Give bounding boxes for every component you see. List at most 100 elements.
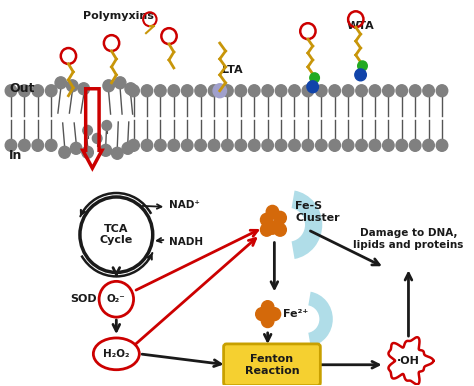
Circle shape xyxy=(396,85,408,97)
Circle shape xyxy=(122,142,134,154)
Circle shape xyxy=(222,85,233,97)
Circle shape xyxy=(268,308,281,321)
Circle shape xyxy=(46,139,57,151)
Circle shape xyxy=(195,139,206,151)
Circle shape xyxy=(70,142,82,154)
Circle shape xyxy=(155,85,166,97)
Circle shape xyxy=(141,85,153,97)
Circle shape xyxy=(289,139,300,151)
Circle shape xyxy=(383,139,394,151)
Circle shape xyxy=(356,85,367,97)
Circle shape xyxy=(307,81,319,93)
Circle shape xyxy=(355,69,366,81)
Text: Fe-S
Cluster: Fe-S Cluster xyxy=(295,201,340,223)
Circle shape xyxy=(100,144,111,156)
Circle shape xyxy=(32,139,44,151)
Text: In: In xyxy=(9,149,22,162)
Circle shape xyxy=(410,139,421,151)
Circle shape xyxy=(182,139,193,151)
Text: Fe²⁺: Fe²⁺ xyxy=(283,309,308,319)
Circle shape xyxy=(423,139,434,151)
Circle shape xyxy=(262,301,274,314)
Text: LTA: LTA xyxy=(222,65,242,75)
Circle shape xyxy=(329,139,340,151)
Circle shape xyxy=(358,61,367,71)
Text: NADH: NADH xyxy=(169,237,203,247)
Circle shape xyxy=(248,139,260,151)
Circle shape xyxy=(32,85,44,97)
Circle shape xyxy=(329,85,340,97)
Circle shape xyxy=(316,85,327,97)
Circle shape xyxy=(436,85,448,97)
Wedge shape xyxy=(308,292,333,347)
Circle shape xyxy=(369,85,381,97)
Circle shape xyxy=(275,139,287,151)
Circle shape xyxy=(274,223,286,236)
Circle shape xyxy=(5,85,17,97)
Circle shape xyxy=(102,120,111,130)
Circle shape xyxy=(383,85,394,97)
Circle shape xyxy=(316,139,327,151)
Circle shape xyxy=(168,85,180,97)
Circle shape xyxy=(289,85,300,97)
Circle shape xyxy=(5,139,17,151)
Circle shape xyxy=(125,83,137,95)
Circle shape xyxy=(356,139,367,151)
Circle shape xyxy=(141,139,153,151)
Circle shape xyxy=(261,213,273,226)
Circle shape xyxy=(261,223,273,236)
Circle shape xyxy=(369,139,381,151)
Circle shape xyxy=(222,139,233,151)
Text: O₂⁻: O₂⁻ xyxy=(107,294,126,304)
Circle shape xyxy=(155,139,166,151)
Text: Polymyxins: Polymyxins xyxy=(83,11,154,21)
Circle shape xyxy=(182,85,193,97)
Circle shape xyxy=(114,77,126,89)
Circle shape xyxy=(396,139,408,151)
Circle shape xyxy=(82,146,93,158)
Text: NAD⁺: NAD⁺ xyxy=(169,200,200,210)
Circle shape xyxy=(83,125,92,135)
Circle shape xyxy=(274,212,286,224)
Circle shape xyxy=(262,139,273,151)
Circle shape xyxy=(18,139,30,151)
Circle shape xyxy=(342,139,354,151)
Circle shape xyxy=(262,85,273,97)
Circle shape xyxy=(103,80,114,92)
Circle shape xyxy=(78,83,90,95)
Text: ·OH: ·OH xyxy=(397,356,420,366)
Circle shape xyxy=(128,85,139,97)
Text: Out: Out xyxy=(9,82,35,95)
Text: TCA
Cycle: TCA Cycle xyxy=(100,224,133,245)
Circle shape xyxy=(46,85,57,97)
Wedge shape xyxy=(292,191,322,259)
Circle shape xyxy=(423,85,434,97)
Circle shape xyxy=(208,85,220,97)
Circle shape xyxy=(410,85,421,97)
Circle shape xyxy=(275,85,287,97)
Circle shape xyxy=(248,85,260,97)
Circle shape xyxy=(255,308,268,321)
Circle shape xyxy=(302,85,314,97)
Circle shape xyxy=(266,221,279,234)
Circle shape xyxy=(262,315,274,328)
Circle shape xyxy=(342,85,354,97)
Circle shape xyxy=(59,146,70,158)
Circle shape xyxy=(266,205,279,218)
Text: Damage to DNA,
lipids and proteins: Damage to DNA, lipids and proteins xyxy=(353,228,464,250)
Circle shape xyxy=(436,139,448,151)
Circle shape xyxy=(213,84,227,98)
Circle shape xyxy=(195,85,206,97)
FancyBboxPatch shape xyxy=(224,344,320,386)
Circle shape xyxy=(310,73,319,83)
Text: Fenton
Reaction: Fenton Reaction xyxy=(245,354,299,376)
Circle shape xyxy=(18,85,30,97)
Circle shape xyxy=(302,139,314,151)
Circle shape xyxy=(66,80,78,92)
Circle shape xyxy=(55,77,66,89)
Circle shape xyxy=(235,85,246,97)
Circle shape xyxy=(128,139,139,151)
Text: H₂O₂: H₂O₂ xyxy=(103,349,129,359)
Circle shape xyxy=(235,139,246,151)
Text: SOD: SOD xyxy=(70,294,97,304)
